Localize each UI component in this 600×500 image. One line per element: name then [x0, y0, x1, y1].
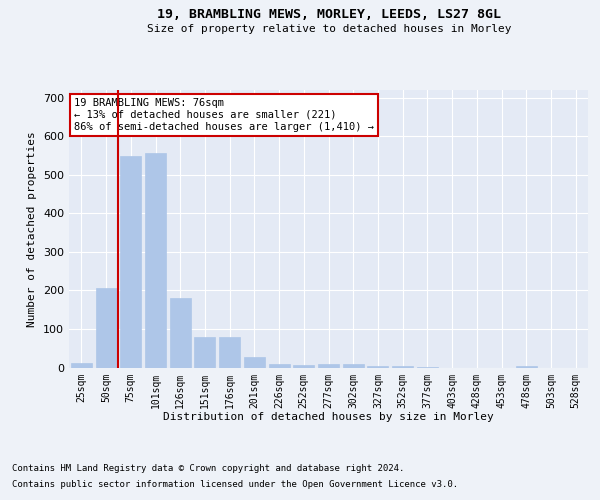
Text: Size of property relative to detached houses in Morley: Size of property relative to detached ho…: [146, 24, 511, 34]
Bar: [71, 363, 92, 368]
Bar: [194, 338, 215, 368]
Bar: [343, 364, 364, 368]
Text: Contains HM Land Registry data © Crown copyright and database right 2024.: Contains HM Land Registry data © Crown c…: [12, 464, 404, 473]
Bar: [170, 298, 191, 368]
Bar: [244, 356, 265, 368]
Bar: [269, 364, 290, 368]
Bar: [516, 366, 537, 368]
Text: Contains public sector information licensed under the Open Government Licence v3: Contains public sector information licen…: [12, 480, 458, 489]
Bar: [95, 288, 116, 368]
Bar: [145, 153, 166, 368]
Bar: [120, 156, 141, 368]
Bar: [392, 366, 413, 368]
Text: 19, BRAMBLING MEWS, MORLEY, LEEDS, LS27 8GL: 19, BRAMBLING MEWS, MORLEY, LEEDS, LS27 …: [157, 8, 501, 20]
Bar: [367, 366, 388, 368]
Y-axis label: Number of detached properties: Number of detached properties: [28, 131, 37, 326]
Text: Distribution of detached houses by size in Morley: Distribution of detached houses by size …: [163, 412, 494, 422]
Text: 19 BRAMBLING MEWS: 76sqm
← 13% of detached houses are smaller (221)
86% of semi-: 19 BRAMBLING MEWS: 76sqm ← 13% of detach…: [74, 98, 374, 132]
Bar: [417, 366, 438, 368]
Bar: [293, 365, 314, 368]
Bar: [318, 364, 339, 368]
Bar: [219, 338, 240, 368]
